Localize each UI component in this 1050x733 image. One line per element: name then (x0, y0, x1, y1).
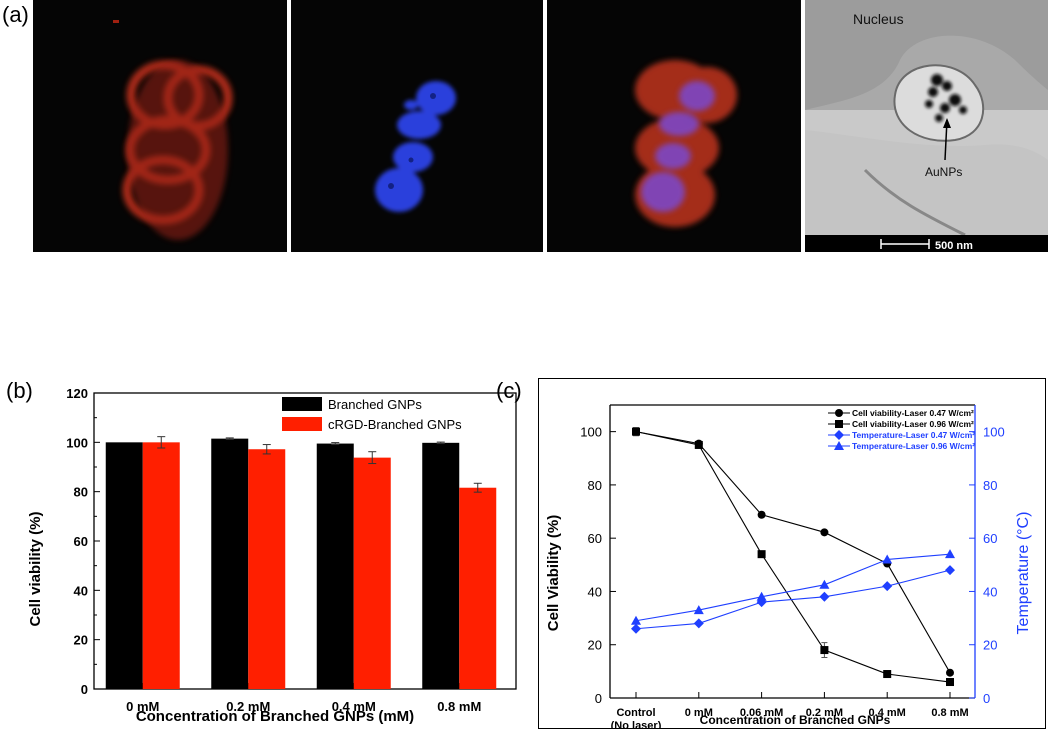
micrograph-blue-nucleus (291, 0, 543, 252)
bar-chart-x-axis-label: Concentration of Branched GNPs (mM) (136, 708, 414, 725)
tem-nucleus-label: Nucleus (853, 11, 904, 27)
bar-chart-y-tick-label: 120 (66, 386, 88, 401)
panel-label-a: (a) (2, 2, 29, 27)
line-chart-legend-label: Temperature-Laser 0.96 W/cm² (852, 441, 975, 451)
line-chart-legend-label: Cell viability-Laser 0.47 W/cm² (852, 408, 974, 418)
line-chart-y2-tick-label: 0 (983, 691, 990, 706)
bar-chart-bar (316, 443, 354, 689)
bar-chart-axes: 0 20 40 60 80 100 120 0 mM 0.2 mM 0.4 mM 0.8 mM (66, 386, 517, 714)
bar-chart-y-tick-label: 100 (66, 435, 88, 450)
line-chart-series-line (635, 569, 951, 630)
line-chart-point (757, 510, 766, 519)
line-chart-y-tick-label: 20 (588, 638, 602, 653)
line-chart-point (835, 420, 843, 428)
line-chart-point (694, 440, 703, 449)
line-chart-x-tick-label: Control (616, 707, 655, 719)
line-chart-series-line (635, 431, 951, 683)
line-chart-point (819, 579, 830, 589)
line-chart-y2-axis-label: Temperature (°C) (1015, 512, 1032, 635)
bar-chart-bar (211, 438, 249, 689)
line-chart-legend-label: Temperature-Laser 0.47 W/cm² (852, 430, 975, 440)
line-chart-y-tick-label: 40 (588, 584, 602, 599)
bar-chart-y-tick-label: 40 (74, 583, 88, 598)
bar-chart-bars (105, 436, 497, 689)
tem-scale-label: 500 nm (935, 240, 973, 252)
line-chart-y2-tick-label: 80 (983, 478, 997, 493)
line-chart-x-tick-label: 0 mM (685, 707, 713, 719)
line-chart-point (835, 409, 843, 417)
bar-chart-y-tick-label: 80 (74, 485, 88, 500)
line-chart-point (820, 528, 829, 537)
line-chart-frame (538, 378, 1046, 729)
bar-chart-legend-label: cRGD-Branched GNPs (328, 417, 462, 432)
tem-particle-label: AuNPs (925, 165, 962, 179)
micrograph-tem: Nucleus AuNPs 500 nm (805, 0, 1048, 252)
line-chart-x-tick-label: (No laser) (611, 720, 662, 729)
line-chart-y2-tick-label: 60 (983, 531, 997, 546)
line-chart-x-tick-label: 0.06 mM (740, 707, 783, 719)
bar-chart-y-tick-label: 20 (74, 633, 88, 648)
bar-chart-legend-swatch (282, 397, 322, 411)
bar-chart-y-axis-label: Cell viability (%) (27, 511, 44, 626)
line-chart-point (693, 605, 704, 615)
line-chart-point (693, 618, 704, 629)
line-chart-point (820, 646, 829, 655)
line-chart-x-tick-label: 0.2 mM (806, 707, 843, 719)
line-chart-point (945, 549, 955, 559)
line-chart-point (834, 430, 844, 440)
line-chart-y2-tick-label: 100 (983, 425, 1005, 440)
line-chart-x-tick-label: 0.8 mM (931, 707, 968, 719)
bar-chart-x-tick-label: 0 mM (126, 699, 159, 714)
bar-chart-bar (459, 487, 497, 689)
line-chart-point (819, 591, 830, 602)
bar-chart-cell-viability: 0 20 40 60 80 100 120 0 mM 0.2 mM 0.4 mM 0.8 mM Br… (27, 386, 517, 725)
bar-chart-y-tick-label: 0 (81, 682, 88, 697)
bar-chart-bar (105, 442, 143, 689)
bar-chart-bar (142, 442, 180, 689)
line-chart-y2-tick-label: 20 (983, 638, 997, 653)
micrograph-red-membrane (33, 0, 287, 252)
line-chart-point (632, 427, 640, 436)
line-chart-y-axis-label: Cell Viability (%) (545, 515, 562, 631)
micrograph-merged (547, 0, 801, 252)
line-chart-viability-temperature: 0 20 40 60 80 100 0 20 40 60 80 100 Control(No laser… (545, 404, 1032, 729)
line-chart-series (631, 427, 955, 687)
bar-chart-bar (353, 457, 391, 689)
line-chart-point (631, 615, 641, 625)
bar-chart-bar (422, 442, 460, 689)
line-chart-y-tick-label: 60 (588, 531, 602, 546)
line-chart-point (756, 591, 767, 601)
line-chart-y-tick-label: 80 (588, 478, 602, 493)
bar-chart-x-tick-label: 0.8 mM (437, 699, 481, 714)
line-chart-y2-tick-label: 40 (983, 584, 997, 599)
bar-chart-legend-label: Branched GNPs (328, 397, 422, 412)
bar-chart-x-tick-label: 0.4 mM (332, 699, 376, 714)
line-chart-x-tick-label: 0.4 mM (869, 707, 906, 719)
line-chart-point (946, 668, 954, 677)
line-chart-point (757, 550, 766, 559)
line-chart-series-line (635, 431, 951, 673)
line-chart-y-tick-label: 100 (580, 425, 602, 440)
bar-chart-x-tick-label: 0.2 mM (226, 699, 270, 714)
panel-label-c: (c) (496, 378, 522, 403)
line-chart-point (834, 441, 844, 450)
line-chart-point (946, 678, 954, 687)
bar-chart-legend: Branched GNPs cRGD-Branched GNPs (282, 397, 462, 432)
line-chart-point (945, 565, 955, 576)
line-chart-series-line (635, 553, 951, 622)
line-chart-point (631, 623, 641, 634)
line-chart-point (882, 554, 893, 564)
panel-label-b: (b) (6, 378, 33, 403)
bar-chart-y-tick-label: 60 (74, 534, 88, 549)
line-chart-legend-label: Cell viability-Laser 0.96 W/cm² (852, 419, 974, 429)
line-chart-axes: 0 20 40 60 80 100 0 20 40 60 80 100 Control(No laser… (580, 404, 1005, 729)
bar-chart-legend-swatch (282, 417, 322, 431)
line-chart-x-axis-label: Concentration of Branched GNPs (700, 713, 891, 727)
line-chart-y-tick-label: 0 (595, 691, 602, 706)
bar-chart-bar (248, 449, 286, 689)
line-chart-point (883, 670, 892, 679)
line-chart-point (882, 581, 893, 592)
